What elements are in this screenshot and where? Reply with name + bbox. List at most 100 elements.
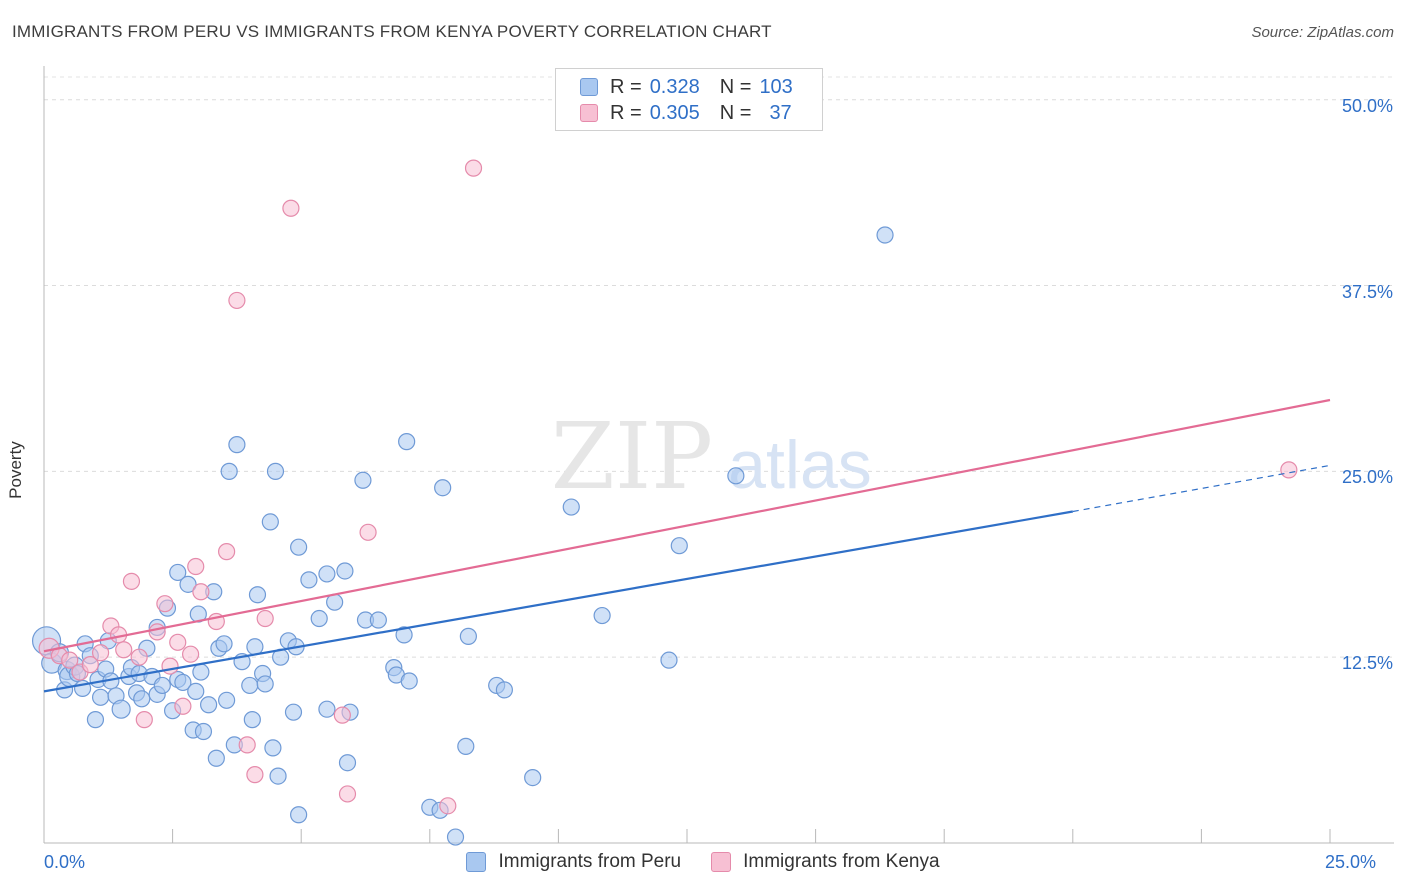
point-peru [395, 626, 413, 644]
legend-n-label: N = [719, 101, 752, 124]
point-kenya [192, 583, 210, 601]
legend-item-peru[interactable]: Immigrants from Peru [466, 851, 681, 873]
point-peru [727, 467, 745, 485]
point-kenya [182, 645, 200, 663]
point-peru [434, 479, 452, 497]
point-peru [562, 498, 580, 516]
point-peru [187, 682, 205, 700]
legend-r-label: R = [610, 75, 642, 98]
point-peru [133, 690, 151, 708]
point-peru [290, 538, 308, 556]
legend-label-kenya: Immigrants from Kenya [743, 851, 940, 872]
point-peru [660, 651, 678, 669]
watermark-atlas: atlas [728, 427, 872, 503]
point-kenya [338, 785, 357, 803]
point-peru [457, 737, 475, 755]
point-peru [169, 563, 187, 582]
legend-r-label: R = [610, 101, 642, 124]
point-peru [876, 226, 894, 244]
point-kenya [61, 651, 79, 669]
point-peru [336, 562, 354, 580]
stats-legend: R = 0.328 N = 103 R = 0.305 N = 37 [555, 68, 823, 131]
point-peru [524, 768, 542, 787]
point-peru [300, 571, 318, 589]
point-peru [495, 681, 513, 699]
point-kenya [238, 736, 256, 754]
point-peru [264, 739, 282, 757]
legend-r-value: 0.305 [649, 101, 700, 124]
axes [43, 66, 1394, 844]
point-peru [194, 722, 213, 741]
point-kenya [246, 766, 264, 784]
x-tick-max: 25.0% [1325, 852, 1377, 872]
point-kenya [115, 641, 133, 659]
point-peru [290, 806, 308, 824]
point-peru [243, 711, 261, 729]
point-peru [459, 627, 477, 645]
point-peru [269, 767, 287, 785]
point-peru [111, 699, 131, 719]
point-peru [200, 696, 218, 714]
point-peru [256, 675, 274, 693]
y-tick-label: 50.0% [1341, 95, 1393, 116]
legend-swatch-peru [466, 852, 487, 872]
y-tick-label: 25.0% [1341, 467, 1393, 488]
point-kenya [256, 609, 274, 628]
gridlines [44, 76, 1394, 658]
legend-swatch-kenya [711, 852, 732, 872]
point-kenya [122, 572, 141, 590]
point-peru [192, 663, 210, 681]
trend-lines [43, 398, 1331, 693]
point-kenya [187, 557, 205, 576]
point-peru [215, 635, 233, 653]
legend-row-kenya: R = 0.305 N = 37 [580, 101, 792, 125]
point-peru [318, 565, 336, 583]
data-points [31, 159, 1298, 846]
legend-item-kenya[interactable]: Immigrants from Kenya [711, 851, 940, 873]
point-kenya [439, 797, 457, 815]
series-legend: Immigrants from Peru Immigrants from Ken… [0, 851, 1406, 873]
chart-title: IMMIGRANTS FROM PERU VS IMMIGRANTS FROM … [12, 22, 772, 41]
point-kenya [130, 648, 148, 666]
point-peru [398, 433, 416, 451]
point-peru [153, 676, 171, 695]
y-tick-label: 12.5% [1341, 653, 1393, 674]
legend-swatch-kenya [580, 104, 598, 122]
point-peru [91, 688, 110, 706]
point-peru [593, 606, 611, 625]
legend-n-value: 103 [759, 75, 793, 98]
point-peru [241, 676, 259, 695]
point-peru [248, 586, 267, 604]
point-kenya [135, 711, 153, 729]
legend-row-peru: R = 0.328 N = 103 [580, 75, 793, 99]
point-kenya [464, 159, 483, 177]
trend-line-kenya [43, 398, 1331, 653]
point-peru [220, 462, 238, 480]
point-peru [207, 749, 225, 767]
point-peru [228, 436, 246, 454]
point-peru [266, 462, 285, 480]
point-peru [246, 638, 264, 656]
point-peru [261, 513, 279, 531]
watermark: ZIP atlas [551, 403, 872, 510]
legend-n-label: N = [719, 75, 752, 98]
point-kenya [218, 543, 236, 561]
legend-n-value: 37 [769, 101, 792, 124]
point-peru [174, 673, 192, 692]
point-kenya [174, 697, 192, 715]
point-peru [310, 609, 328, 628]
point-peru [284, 703, 303, 721]
point-kenya [156, 595, 174, 613]
point-peru [369, 611, 387, 629]
legend-swatch-peru [580, 78, 598, 96]
point-kenya [333, 706, 351, 724]
point-kenya [282, 199, 300, 217]
point-kenya [228, 291, 246, 310]
point-peru [338, 754, 357, 772]
point-kenya [1280, 461, 1298, 479]
source-label: Source: ZipAtlas.com [1251, 24, 1394, 41]
point-kenya [359, 523, 377, 541]
watermark-zip: ZIP [551, 403, 713, 510]
legend-r-value: 0.328 [649, 75, 700, 98]
point-peru [179, 575, 197, 593]
